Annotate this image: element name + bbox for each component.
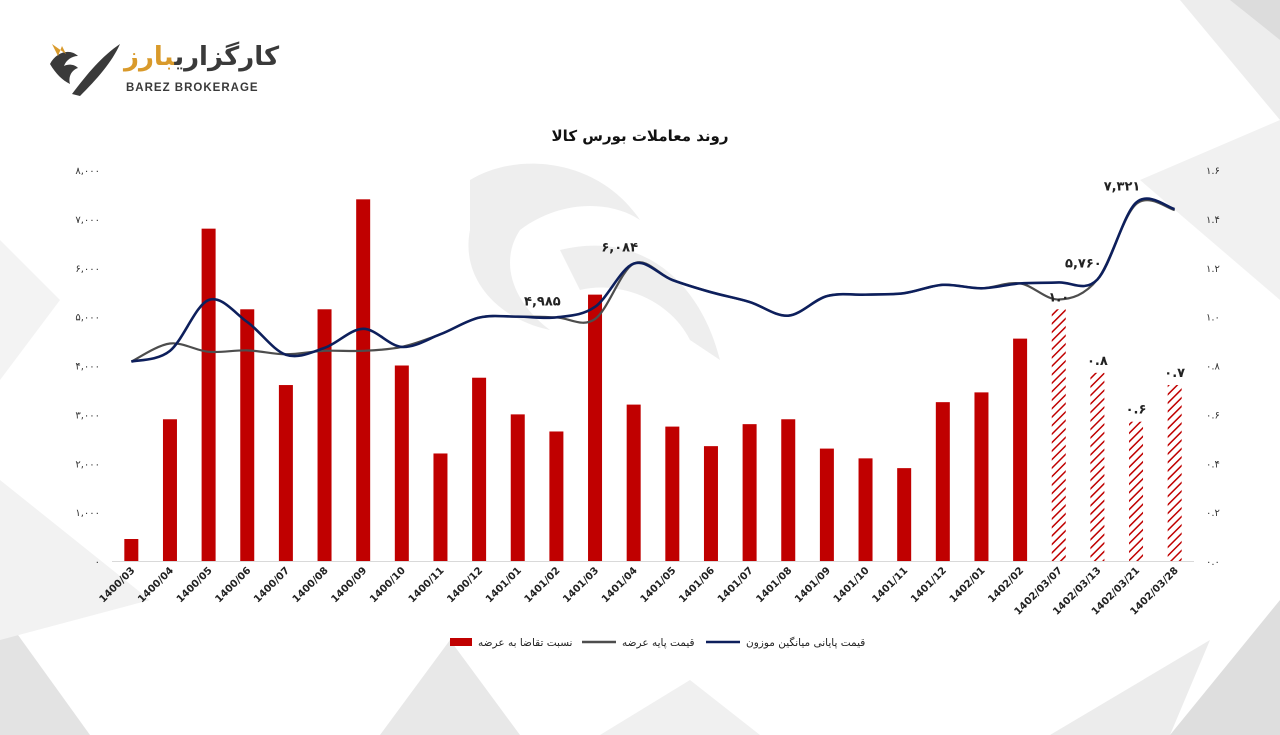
x-axis-tick-label: 1401/12	[909, 565, 949, 605]
bar	[356, 199, 371, 561]
legend-entry: قیمت پایانی میانگین موزون	[746, 636, 865, 649]
x-axis-tick-label: 1400/06	[213, 565, 253, 605]
data-label: ۴,۹۸۵	[524, 294, 561, 309]
x-axis-tick-label: 1400/11	[407, 565, 447, 605]
left-axis-tick-label: ۵,۰۰۰	[75, 313, 100, 324]
bar	[935, 402, 950, 561]
x-axis-tick-label: 1401/11	[870, 565, 910, 605]
brand-name-main: کارگزاری	[174, 42, 280, 72]
right-axis-tick-label: ۱.۲	[1206, 264, 1220, 275]
right-axis-tick-label: ۰.۴	[1206, 459, 1220, 470]
left-axis-tick-label: ۰	[95, 557, 100, 568]
x-axis-tick-label: 1401/06	[677, 565, 717, 605]
bar	[1013, 338, 1028, 561]
bar	[510, 414, 525, 561]
bar	[240, 309, 255, 561]
right-axis-tick-label: ۰.۶	[1206, 410, 1220, 421]
x-axis-tick-label: 1402/01	[948, 565, 988, 605]
bar	[433, 453, 448, 561]
bar	[394, 365, 409, 561]
right-axis-tick-label: ۱.۴	[1206, 215, 1220, 226]
right-axis-tick-label: ۰.۸	[1206, 362, 1221, 373]
bar	[665, 426, 680, 561]
left-axis-tick-label: ۸,۰۰۰	[75, 166, 100, 177]
x-axis-tick-label: 1401/10	[832, 565, 872, 605]
legend-entry: نسبت تقاضا به عرضه	[478, 637, 573, 649]
data-label: ۰.۸	[1087, 354, 1108, 369]
x-axis-tick-label: 1401/03	[561, 565, 601, 605]
data-label: ۰.۷	[1164, 366, 1185, 381]
x-axis-tick-label: 1402/02	[986, 565, 1026, 605]
bar	[124, 539, 139, 561]
bar-hatched	[1167, 385, 1182, 561]
right-axis-tick-label: ۰.۲	[1206, 508, 1220, 519]
x-axis-tick-label: 1401/09	[793, 565, 833, 605]
right-axis-tick-label: ۱.۶	[1206, 166, 1220, 177]
bar	[162, 419, 177, 561]
x-axis-tick-label: 1401/02	[523, 565, 563, 605]
series-line-weighted-avg-price	[130, 197, 1176, 363]
bar	[819, 448, 834, 561]
left-axis-tick-label: ۷,۰۰۰	[75, 215, 100, 226]
bar	[472, 377, 487, 561]
bar	[897, 468, 912, 561]
x-axis-tick-label: 1400/08	[291, 565, 331, 605]
data-label: ۵,۷۶۰	[1065, 256, 1102, 271]
bar-hatched	[1129, 421, 1144, 561]
bar	[974, 392, 989, 561]
bar	[781, 419, 796, 561]
bar	[201, 228, 216, 561]
bar	[626, 404, 641, 561]
x-axis-tick-label: 1401/04	[600, 565, 640, 605]
bar	[549, 431, 564, 561]
bar	[278, 385, 293, 561]
legend-swatch-bar	[450, 638, 472, 646]
data-label: ۶,۰۸۴	[601, 241, 638, 256]
bar	[742, 424, 757, 561]
x-axis-tick-label: 1401/07	[716, 565, 756, 605]
data-label: ۱.۰	[1048, 290, 1069, 305]
legend-entry: قیمت پایه عرضه	[622, 637, 695, 649]
data-label: ۰.۶	[1126, 403, 1147, 418]
left-axis-tick-label: ۱,۰۰۰	[75, 508, 100, 519]
x-axis-tick-label: 1400/09	[329, 565, 369, 605]
bar-hatched	[1051, 309, 1066, 561]
left-axis-tick-label: ۳,۰۰۰	[75, 410, 100, 421]
x-axis-tick-label: 1400/07	[252, 565, 292, 605]
bar	[317, 309, 332, 561]
bar	[588, 294, 603, 561]
right-axis-tick-label: ۰.۰	[1206, 557, 1220, 568]
x-axis-tick-label: 1400/04	[136, 565, 176, 605]
x-axis-tick-label: 1400/12	[445, 565, 485, 605]
brand-name-accent: بارز	[124, 42, 175, 72]
bar	[858, 458, 873, 561]
x-axis-tick-label: 1400/05	[175, 565, 215, 605]
left-axis-tick-label: ۶,۰۰۰	[75, 264, 100, 275]
x-axis-tick-label: 1401/08	[754, 565, 794, 605]
eagle-icon	[50, 44, 120, 96]
x-axis-tick-label: 1401/05	[639, 565, 679, 605]
watermark-logo	[468, 163, 720, 360]
bar	[703, 446, 718, 561]
chart-title: روند معاملات بورس کالا	[551, 127, 729, 145]
data-label: ۷,۳۲۱	[1104, 180, 1141, 195]
x-axis-tick-label: 1401/01	[484, 565, 524, 605]
left-axis-tick-label: ۴,۰۰۰	[75, 362, 100, 373]
left-axis-tick-label: ۲,۰۰۰	[75, 459, 100, 470]
brand-logo: کارگزاریبارز BAREZ BROKERAGE	[42, 34, 279, 104]
x-axis-tick-label: 1400/10	[368, 565, 408, 605]
right-axis-tick-label: ۱.۰	[1206, 313, 1220, 324]
brand-name-fa: کارگزاریبارز	[124, 42, 279, 72]
bar-hatched	[1090, 372, 1105, 561]
brand-name-en: BAREZ BROKERAGE	[126, 82, 259, 94]
